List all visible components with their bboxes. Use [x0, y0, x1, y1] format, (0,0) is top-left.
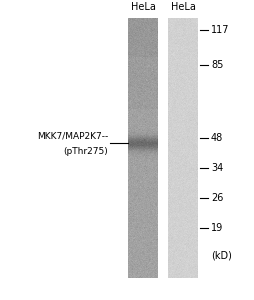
- Text: HeLa: HeLa: [130, 2, 155, 12]
- Text: (kD): (kD): [210, 250, 231, 260]
- Text: 117: 117: [210, 25, 229, 35]
- Text: 19: 19: [210, 223, 222, 233]
- Text: 85: 85: [210, 60, 223, 70]
- Text: 34: 34: [210, 163, 222, 173]
- Text: (pThr275): (pThr275): [63, 146, 108, 155]
- Text: 26: 26: [210, 193, 223, 203]
- Text: HeLa: HeLa: [170, 2, 195, 12]
- Text: MKK7/MAP2K7--: MKK7/MAP2K7--: [37, 131, 108, 140]
- Text: 48: 48: [210, 133, 222, 143]
